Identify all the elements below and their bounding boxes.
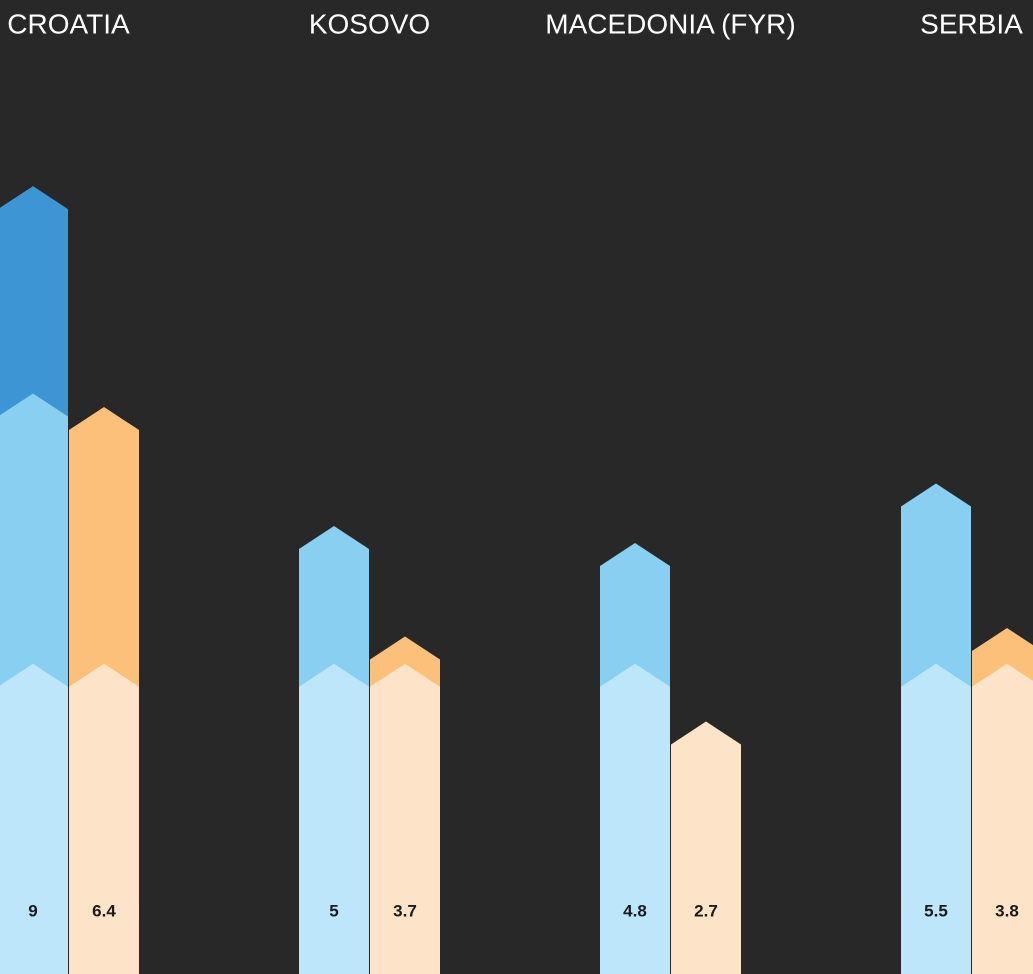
value-label: 3.7	[393, 901, 417, 920]
arrow-band	[0, 663, 68, 974]
arrow-bar	[671, 721, 741, 974]
arrow-band	[370, 663, 440, 974]
value-label: 5	[329, 901, 338, 920]
arrow-band	[901, 663, 971, 974]
value-label: 9	[28, 901, 37, 920]
value-label: 3.8	[995, 901, 1019, 920]
value-label: 4.8	[623, 901, 647, 920]
country-title: MACEDONIA (FYR)	[545, 8, 795, 39]
value-label: 6.4	[92, 901, 116, 920]
country-title: KOSOVO	[309, 8, 430, 39]
country-title: SERBIA	[920, 8, 1023, 39]
arrow-band	[972, 663, 1033, 974]
value-label: 5.5	[924, 901, 948, 920]
arrow-band	[69, 663, 139, 974]
value-label: 2.7	[694, 901, 718, 920]
arrow-band	[299, 663, 369, 974]
arrow-band	[600, 663, 670, 974]
country-title: CROATIA	[7, 8, 130, 39]
